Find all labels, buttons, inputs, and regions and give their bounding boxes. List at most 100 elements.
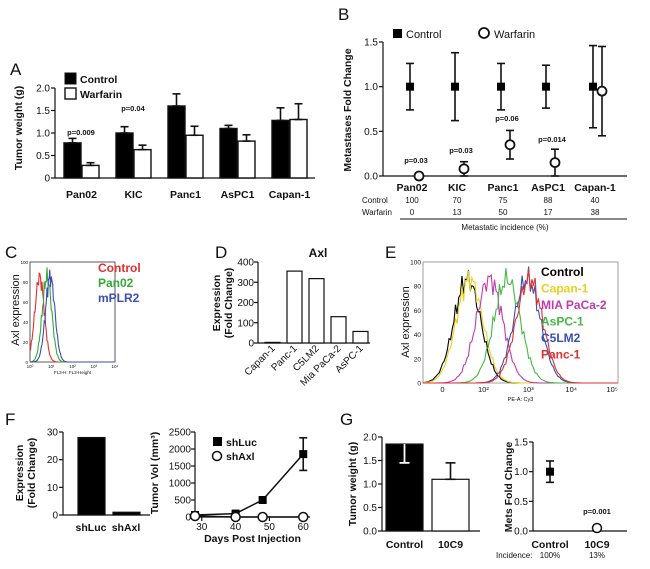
panel-a-legend-swatch xyxy=(64,72,77,85)
panel-a-y-tick-label: 0 xyxy=(44,174,50,185)
panel-b-warfarin-marker xyxy=(458,163,470,175)
panel-b-table-cell: 88 xyxy=(544,196,553,205)
panel-c-x-axis-title: FL3-H: FL3-Height xyxy=(54,370,92,375)
panel-b-legend-swatch xyxy=(393,29,402,38)
panel-letter-c: C xyxy=(5,243,17,262)
panel-b-table-cell: 17 xyxy=(544,208,553,217)
panel-d-y-tick-label: 0 xyxy=(248,339,254,350)
panel-b-table-cell: 70 xyxy=(453,196,462,205)
panel-b-legend-label: Control xyxy=(406,29,441,41)
panel-g2-y-tick-label: 0.0 xyxy=(514,527,528,538)
panel-g2-marker xyxy=(591,522,603,534)
panel-a-p-value: p=0.04 xyxy=(121,104,145,113)
panel-e-y-tick-label: 0 xyxy=(417,381,421,388)
panel-g2-incidence-value: 100% xyxy=(540,551,560,560)
panel-c-x-tick-label: 10⁴ xyxy=(112,364,119,369)
panel-e-y-tick-label: 100 xyxy=(410,260,421,267)
panel-e-histogram-c5lm2 xyxy=(423,266,618,384)
panel-a-bar-warfarin xyxy=(133,148,152,179)
panel-c-legend-label: mPLR2 xyxy=(98,291,140,305)
panel-c-y-axis-title: Axl expression xyxy=(10,274,22,346)
panel-letter-e: E xyxy=(385,243,396,262)
panel-g2-incidence-value: 13% xyxy=(589,551,605,560)
panel-letter-f: F xyxy=(5,410,15,429)
panel-f1-y-tick-label: 0 xyxy=(52,511,58,522)
panel-c-y-tick-label: 40 xyxy=(23,320,29,325)
panel-a-legend-label: Control xyxy=(80,74,117,86)
panel-f2-legend-swatch xyxy=(211,450,223,462)
panel-a-bar-control xyxy=(271,119,290,179)
panel-g1-y-tick-label: 0.5 xyxy=(363,503,377,514)
panel-a-p-value: p=0.009 xyxy=(67,128,95,137)
panel-b-table-cell: 75 xyxy=(499,196,508,205)
panel-b-control-marker xyxy=(497,82,505,91)
panel-f2-marker-shluc xyxy=(299,450,308,459)
panel-e-histogram-panc-1 xyxy=(423,268,618,384)
panel-b-legend-label: Warfarin xyxy=(494,29,535,41)
panel-f2-x-tick-label: 60 xyxy=(298,522,310,533)
panel-e-legend-label: C5LM2 xyxy=(541,331,581,345)
panel-a-bar-control xyxy=(167,105,186,179)
panel-c-y-tick-label: 20 xyxy=(23,340,29,345)
panel-c-x-tick-label: 10³ xyxy=(90,364,97,369)
panel-e-legend-label: Capan-1 xyxy=(541,282,589,296)
panel-e-legend-label: MIA PaCa-2 xyxy=(541,298,607,312)
panel-b-control-marker xyxy=(406,82,414,91)
panel-b-category-label: KIC xyxy=(448,182,467,194)
panel-b-p-value: p=0.03 xyxy=(449,146,473,155)
panel-letter-g: G xyxy=(340,410,353,429)
panel-g1-y-tick-label: 0.0 xyxy=(363,527,377,538)
panel-b-warfarin-marker xyxy=(549,157,561,169)
panel-f2-y-tick-label: 1000 xyxy=(169,479,192,490)
panel-c-x-tick-label: 10² xyxy=(69,364,76,369)
panel-letter-b: B xyxy=(338,5,349,24)
panel-e-x-tick-label: 0 xyxy=(440,385,444,394)
panel-f2-line-shaxl xyxy=(194,515,304,518)
panel-a-legend-swatch xyxy=(64,87,77,100)
panel-e-y-tick-label: 40 xyxy=(414,332,422,339)
panel-f2-marker-shaxl xyxy=(230,511,241,523)
panel-f2-x-axis-title: Days Post Injection xyxy=(204,533,301,545)
panel-c-legend-label: Pan02 xyxy=(98,276,134,290)
panel-a-y-tick-label: 1.0 xyxy=(36,129,50,140)
panel-a-y-tick-label: 0.5 xyxy=(36,151,50,162)
panel-g1-bar xyxy=(431,478,470,532)
panel-a-category-label: Panc1 xyxy=(170,189,201,201)
panel-a-y-tick-label: 2.0 xyxy=(36,84,50,95)
panel-a-legend-label: Warfarin xyxy=(80,89,122,101)
panel-f1-y-tick-label: 30 xyxy=(47,428,59,439)
panel-e-legend-label: Panc-1 xyxy=(541,348,581,362)
panel-b-p-value: p=0.03 xyxy=(404,156,428,165)
panel-e-legend-label: AsPC-1 xyxy=(541,315,584,329)
panel-g1-y-tick-label: 1.5 xyxy=(363,456,377,467)
panel-f2-legend-swatch xyxy=(213,437,222,446)
panel-f1-y-tick-label: 20 xyxy=(47,455,59,466)
panel-b-category-label: Pan02 xyxy=(397,182,428,194)
panel-f2-y-tick-label: 2500 xyxy=(169,428,192,439)
panel-d-y-tick-label: 100 xyxy=(237,318,254,329)
panel-a-bar-control xyxy=(115,132,134,179)
panel-b-control-marker xyxy=(542,82,550,91)
panel-a-y-tick-label: 1.5 xyxy=(36,106,50,117)
panel-b-control-marker xyxy=(589,82,597,91)
panel-e-y-tick-label: 80 xyxy=(414,284,422,291)
panel-f1-bar xyxy=(77,436,106,516)
panel-b-table-cell: 0 xyxy=(410,208,415,217)
panel-f2-x-tick-label: 50 xyxy=(264,522,276,533)
panel-b-y-tick-label: 1.0 xyxy=(364,82,378,93)
panel-a-bar-warfarin xyxy=(289,118,308,179)
panel-e-histogram-aspc-1 xyxy=(423,268,618,384)
panel-f2-marker-shaxl xyxy=(257,511,268,523)
panel-g2-y-tick-label: 0.5 xyxy=(514,497,528,508)
panel-b-category-label: Capan-1 xyxy=(574,182,616,194)
panel-f2-y-tick-label: 2000 xyxy=(169,445,192,456)
panel-e-y-tick-label: 60 xyxy=(414,308,422,315)
panel-b-control-marker xyxy=(451,82,459,91)
panel-e-y-tick-label: 20 xyxy=(414,356,422,363)
panel-b-y-tick-label: 0.5 xyxy=(364,127,378,138)
panel-f2-marker-shaxl xyxy=(189,510,201,522)
panel-a-y-axis-title: Tumor weight (g) xyxy=(13,86,25,170)
panel-b-table-cell: 100 xyxy=(405,196,419,205)
panel-d-bar xyxy=(352,330,369,344)
